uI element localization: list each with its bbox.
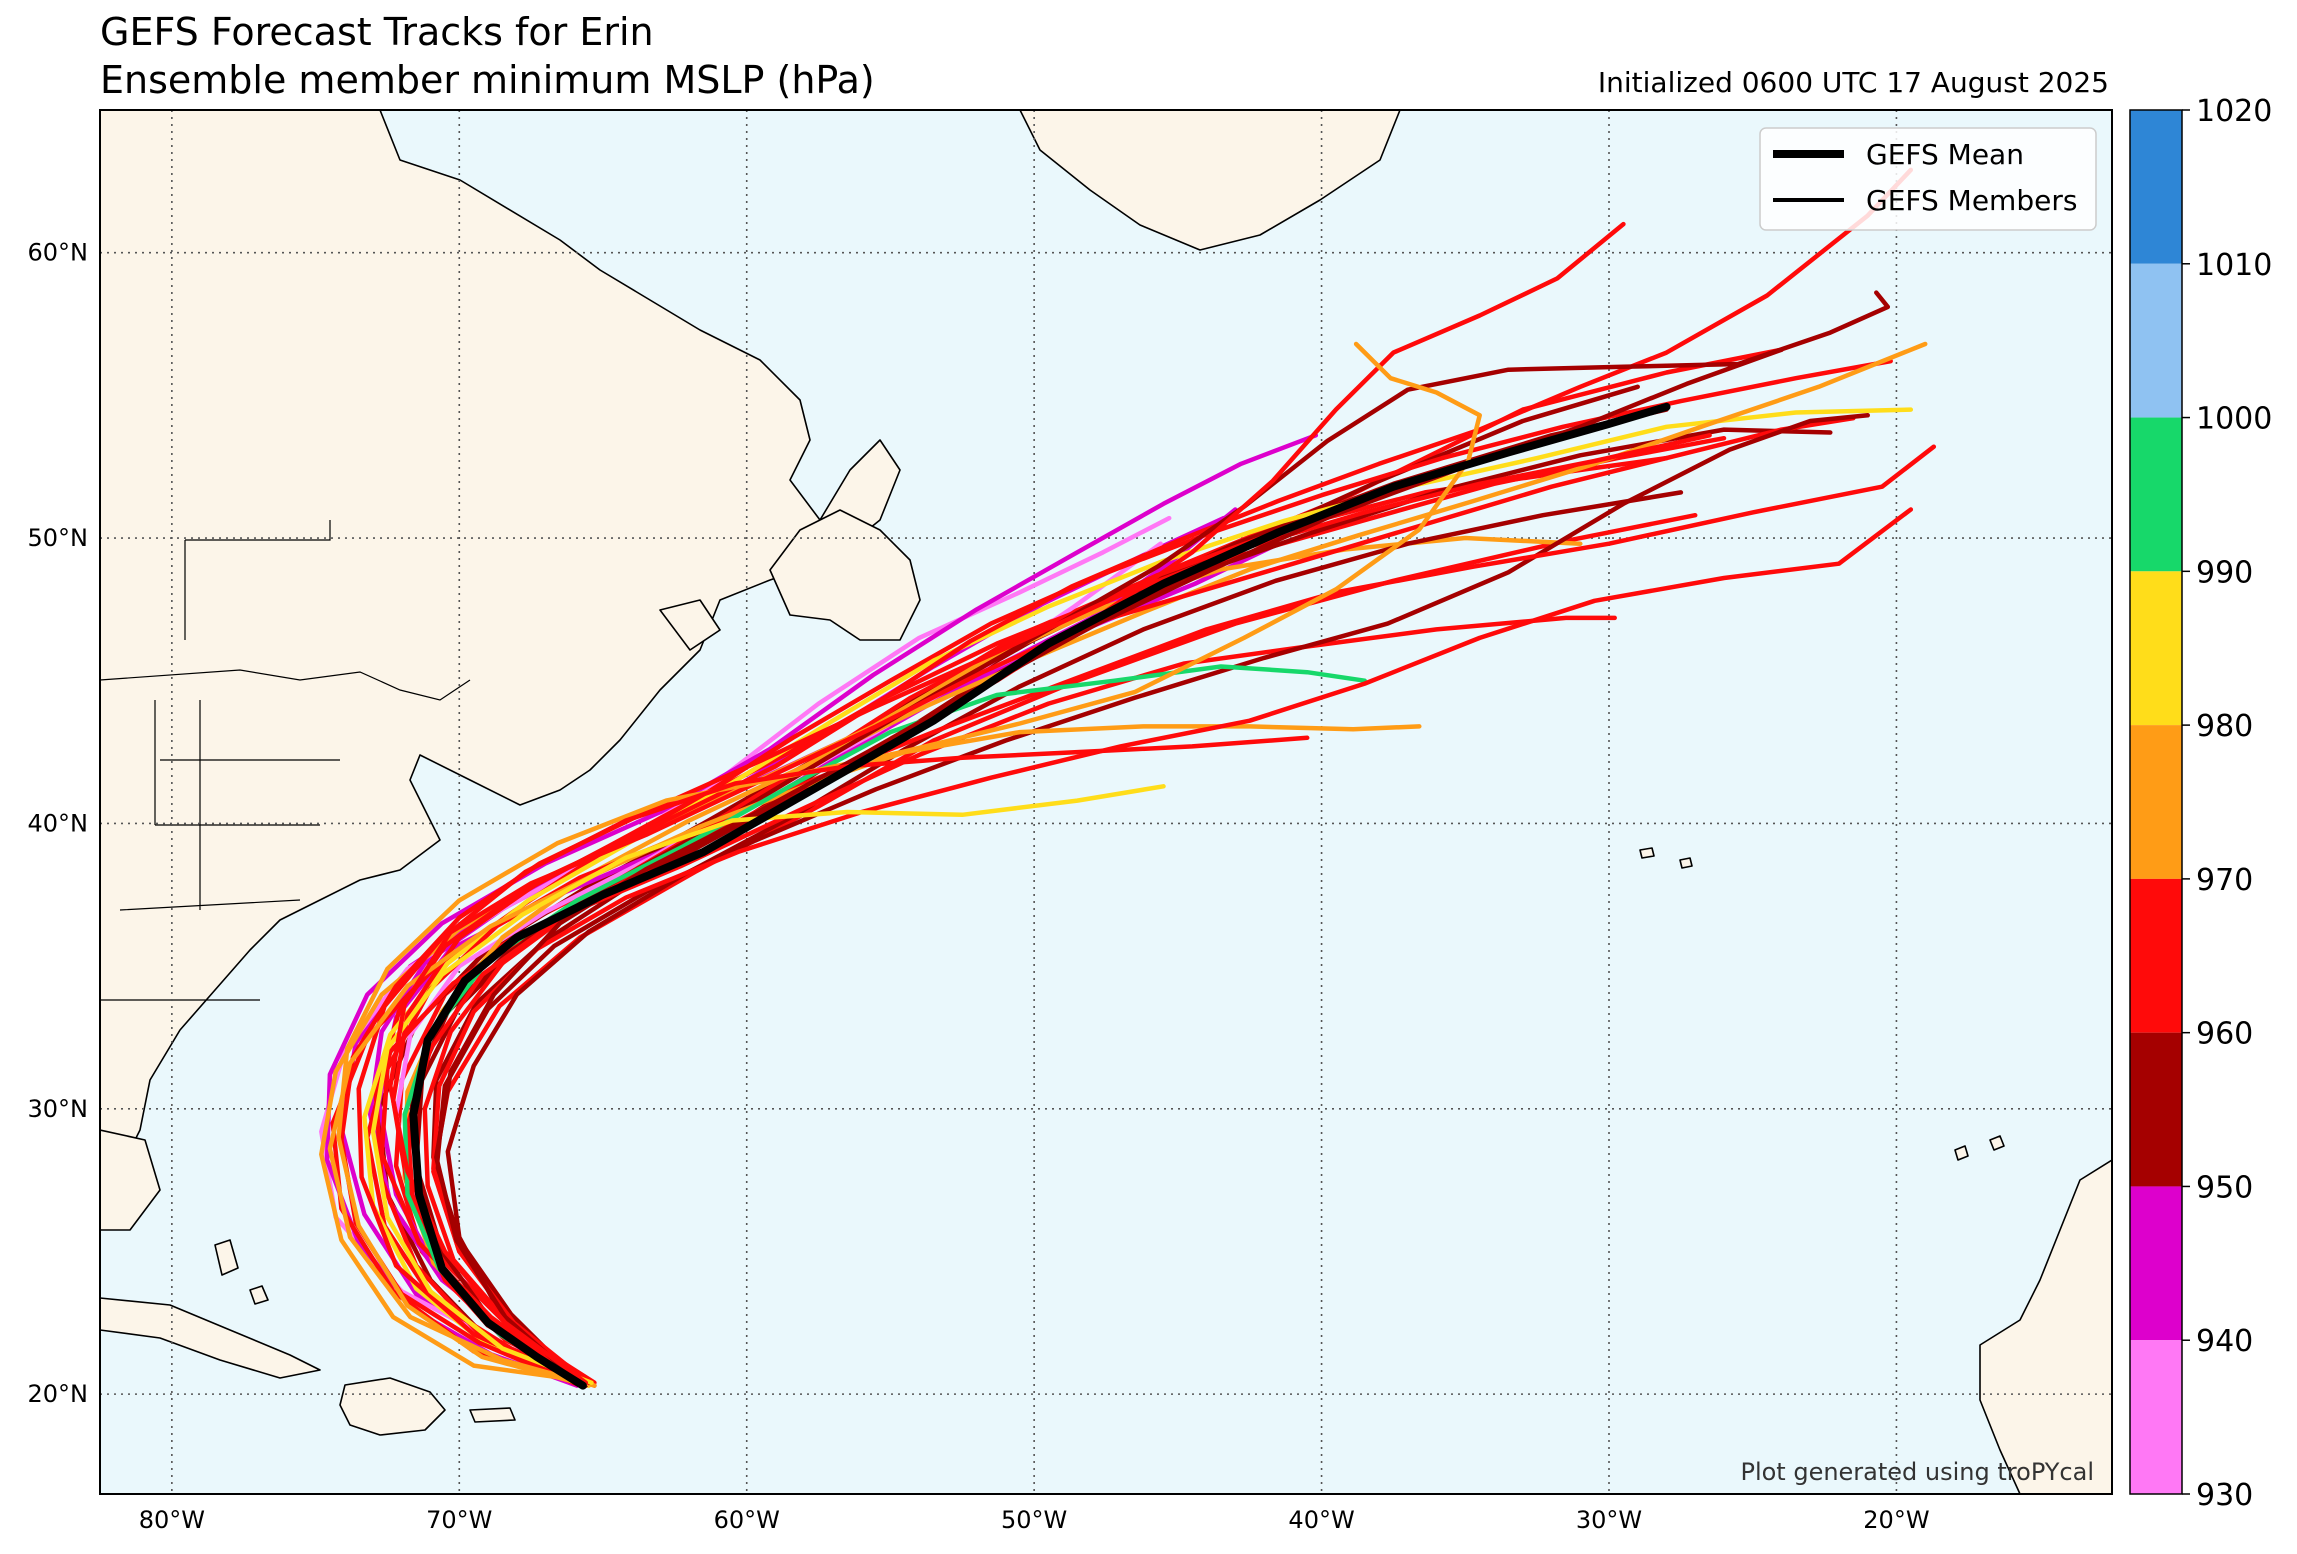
africa-land [1979, 1159, 2112, 1494]
colorbar-tick-label: 930 [2196, 1478, 2253, 1513]
boundary-layer [100, 520, 471, 1001]
init-time-label: Initialized 0600 UTC 17 August 2025 [1597, 66, 2109, 99]
legend: GEFS Mean GEFS Members [1759, 127, 2097, 231]
ensemble-member-track [445, 490, 1684, 1385]
state-boundaries [100, 700, 340, 1001]
legend-members-label: GEFS Members [1866, 184, 2077, 217]
puerto-rico-land [469, 1407, 516, 1423]
lon-tick-label: 50°W [1001, 1506, 1067, 1534]
colorbar-tick-label: 950 [2196, 1170, 2253, 1205]
colorbar-bin [2130, 878, 2182, 1033]
ensemble-member-track [370, 784, 1166, 1385]
florida-land [100, 1129, 161, 1231]
lat-tick-label: 50°N [28, 524, 89, 552]
colorbar-bin [2130, 263, 2182, 418]
greenland-land [1019, 110, 1401, 251]
mean-track [409, 402, 1671, 1390]
lon-tick-label: 40°W [1288, 1506, 1354, 1534]
colorbar-bin [2130, 1032, 2182, 1187]
colorbar-bin [2130, 1186, 2182, 1341]
lon-tick-label: 80°W [139, 1506, 205, 1534]
colorbar-tick-label: 980 [2196, 709, 2253, 744]
colorbar-tick-label: 1020 [2196, 94, 2272, 129]
ensemble-tracks [319, 167, 1937, 1388]
colorbar-bin [2130, 571, 2182, 726]
legend-mean-label: GEFS Mean [1866, 138, 2024, 171]
lon-tick-label: 70°W [426, 1506, 492, 1534]
cape-breton-land [659, 599, 721, 651]
colorbar-bin [2130, 417, 2182, 572]
lat-tick-label: 20°N [28, 1380, 89, 1408]
colorbar: 1020 1010 1000 990 980 970 960 950 940 930 [2129, 94, 2272, 1513]
colorbar-tick-label: 1000 [2196, 402, 2272, 437]
canary-islands-land [1954, 1135, 2005, 1161]
hispaniola-land [339, 1377, 446, 1436]
lon-tick-label: 30°W [1576, 1506, 1642, 1534]
colorbar-bin [2130, 725, 2182, 879]
axis-ticks: 80°W 70°W 60°W 50°W 40°W 30°W 20°W 20°N 30°N 40°N… [28, 239, 1930, 1534]
bahamas-land [214, 1239, 269, 1305]
ensemble-member-track [356, 415, 1856, 1383]
land-layer [100, 110, 2112, 1494]
colorbar-tick-label: 940 [2196, 1324, 2253, 1359]
us-canada-border [100, 669, 471, 701]
lon-tick-label: 60°W [714, 1506, 780, 1534]
colorbar-tick-label: 1010 [2196, 248, 2272, 283]
newfoundland-land [769, 509, 921, 641]
colorbar-tick-label: 970 [2196, 863, 2253, 898]
cuba-land [100, 1297, 321, 1379]
chart-title: GEFS Forecast Tracks for Erin [100, 10, 654, 54]
colorbar-bin [2130, 110, 2182, 264]
ensemble-member-track [413, 290, 1891, 1385]
colorbar-tick-label: 960 [2196, 1017, 2253, 1052]
lat-tick-label: 40°N [28, 809, 89, 837]
azores-land [1639, 847, 1693, 869]
map-frame [99, 109, 2113, 1495]
colorbar-frame [2129, 109, 2183, 1495]
lat-tick-label: 60°N [28, 239, 89, 267]
credit-label: Plot generated using troPYcal [1740, 1458, 2094, 1486]
quebec-boundary [184, 520, 331, 640]
colorbar-tick-label: 990 [2196, 555, 2253, 590]
north-america-land [100, 110, 901, 1221]
lon-tick-label: 20°W [1863, 1506, 1929, 1534]
lat-tick-label: 30°N [28, 1095, 89, 1123]
gefs-mean-track [409, 402, 1671, 1390]
chart-subtitle: Ensemble member minimum MSLP (hPa) [100, 58, 875, 102]
colorbar-bin [2130, 1340, 2182, 1494]
